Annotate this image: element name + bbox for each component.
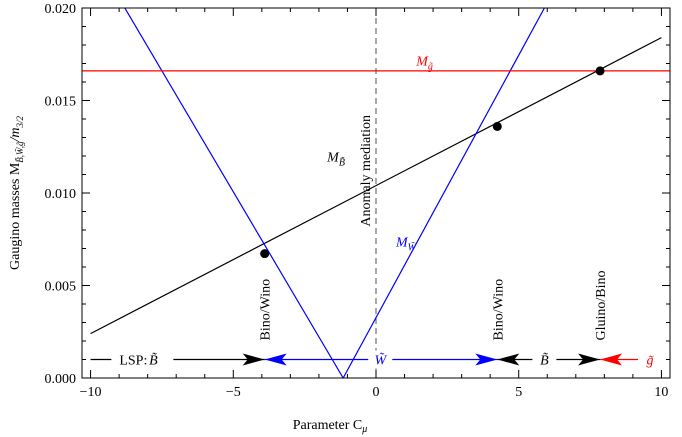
x-axis-title: Parameter Cμ xyxy=(293,418,368,435)
arrowhead-gluino xyxy=(600,353,623,366)
lsp-label-3: g̃ xyxy=(647,354,654,369)
y-tick-label: 0.010 xyxy=(45,187,77,202)
x-tick-label: −10 xyxy=(80,385,102,400)
crossing-point-0 xyxy=(260,249,270,259)
y-tick-label: 0.000 xyxy=(45,372,77,387)
series-label-main: M xyxy=(395,236,409,251)
y-tick-label: 0.005 xyxy=(45,280,77,295)
series-label-1: MW̃ xyxy=(395,236,418,254)
lsp-label-0: B̃ xyxy=(149,352,158,368)
x-tick-label: 0 xyxy=(373,385,380,400)
transition-label-0: Bino/Wino xyxy=(259,279,274,341)
series-label-sub: B̃ xyxy=(339,156,345,169)
series-label-sub: W̃ xyxy=(408,241,418,254)
y-tick-label: 0.015 xyxy=(45,95,77,110)
transition-label-2: Gluino/Bino xyxy=(594,270,609,340)
x-tick-label: −5 xyxy=(226,385,241,400)
series-label-2: Mg̃ xyxy=(415,54,433,72)
series-label-0: MB̃ xyxy=(326,151,345,169)
crossing-point-1 xyxy=(492,121,502,131)
y-tick-label: 0.020 xyxy=(45,2,77,17)
lsp-label-bg-3 xyxy=(638,350,663,369)
lsp-label-1: W̃ xyxy=(374,352,387,368)
anomaly-mediation-label: Anomaly mediation xyxy=(359,115,374,227)
lsp-label-bg-2 xyxy=(532,350,557,369)
lsp-prefix: LSP: xyxy=(119,354,147,369)
arrowhead-bino-right xyxy=(578,353,601,366)
y-axis-title: Gaugino masses MB̃,W̃,g̃/m3/2 xyxy=(8,116,25,271)
series-line-0 xyxy=(90,37,662,335)
lsp-label-bg-1 xyxy=(368,350,393,369)
crossing-point-2 xyxy=(595,66,605,76)
arrowhead-wino-right xyxy=(475,353,498,366)
lsp-label-2: B̃ xyxy=(540,352,549,368)
arrowhead-bino-left xyxy=(242,353,265,366)
series-label-main: M xyxy=(415,54,429,69)
x-tick-label: 5 xyxy=(515,385,522,400)
series-label-sub: g̃ xyxy=(428,61,433,72)
lsp-label-bg-0 xyxy=(111,350,174,369)
x-tick-label: 10 xyxy=(654,385,668,400)
arrowhead-bino-mid xyxy=(497,353,520,366)
transition-label-1: Bino/Wino xyxy=(491,279,506,341)
arrowhead-wino-left xyxy=(264,353,287,366)
series-label-main: M xyxy=(326,151,340,166)
series-line-1 xyxy=(124,8,545,378)
